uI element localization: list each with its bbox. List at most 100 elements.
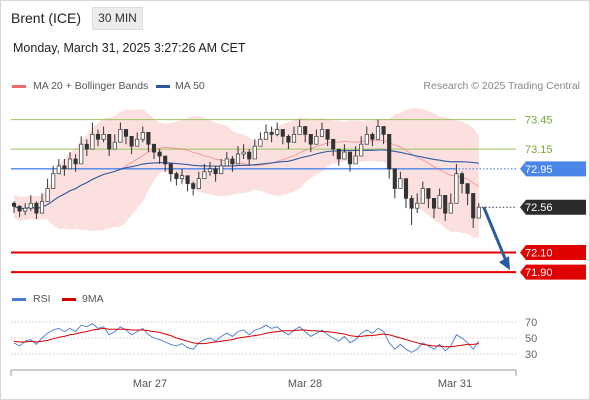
candle-body bbox=[286, 135, 291, 143]
candle-body bbox=[459, 173, 465, 184]
candle-body bbox=[241, 151, 246, 155]
rsi-legend-label: RSI bbox=[33, 293, 51, 305]
candle-body bbox=[364, 134, 369, 145]
candle-body bbox=[163, 155, 168, 165]
candles-group bbox=[11, 119, 481, 228]
bb-legend-swatch bbox=[12, 85, 26, 88]
candle-body bbox=[73, 158, 78, 165]
candle-body bbox=[123, 129, 129, 137]
candle-body bbox=[28, 202, 33, 209]
candle-body bbox=[185, 175, 190, 184]
candle-body bbox=[157, 151, 162, 157]
candle-body bbox=[353, 155, 358, 165]
candle-body bbox=[263, 132, 269, 140]
candle-body bbox=[359, 143, 364, 157]
x-tick-label: Mar 28 bbox=[288, 378, 322, 390]
forecast-arrow-head bbox=[499, 256, 510, 271]
candle-body bbox=[23, 207, 28, 212]
candle-body bbox=[79, 143, 84, 165]
candle-body bbox=[146, 132, 151, 145]
candle-body bbox=[101, 134, 106, 140]
candle-body bbox=[51, 173, 56, 189]
current-label: 72.56 bbox=[525, 202, 553, 214]
rsi-ma-legend-label: 9MA bbox=[82, 293, 104, 305]
candle-body bbox=[370, 134, 375, 140]
candle-body bbox=[84, 143, 89, 150]
candle-body bbox=[135, 138, 140, 147]
candle-body bbox=[415, 202, 420, 209]
candle-body bbox=[196, 178, 201, 189]
candle-body bbox=[465, 183, 470, 194]
candle-body bbox=[325, 129, 330, 140]
forecast-arrow-shaft bbox=[482, 206, 509, 264]
candle-body bbox=[381, 126, 386, 135]
candle-body bbox=[17, 205, 22, 212]
candle-body bbox=[398, 178, 403, 189]
candle-body bbox=[112, 141, 117, 150]
candle-body bbox=[426, 188, 431, 199]
candle-body bbox=[62, 165, 67, 170]
candle-body bbox=[437, 195, 442, 209]
candle-body bbox=[258, 138, 263, 147]
candle-body bbox=[90, 134, 95, 150]
candle-body bbox=[230, 158, 235, 165]
ma50-legend-swatch bbox=[156, 85, 170, 88]
ma50-legend-label: MA 50 bbox=[175, 80, 205, 92]
timeframe-button[interactable]: 30 MIN bbox=[92, 7, 143, 30]
x-tick-label: Mar 27 bbox=[133, 378, 167, 390]
candle-body bbox=[191, 183, 196, 189]
candle-body bbox=[409, 197, 414, 209]
candle-body bbox=[471, 193, 476, 219]
candle-body bbox=[387, 134, 392, 170]
candle-body bbox=[303, 126, 308, 135]
current-badge bbox=[520, 199, 586, 215]
rsi-tick-50: 50 bbox=[525, 333, 537, 345]
candle-body bbox=[202, 171, 207, 180]
rsi-line bbox=[13, 323, 480, 353]
rsi-ma-legend-swatch bbox=[62, 298, 76, 301]
rsi-legend-swatch bbox=[12, 298, 26, 301]
candle-body bbox=[34, 202, 39, 214]
candle-body bbox=[95, 134, 101, 140]
resistance-2-label: 73.45 bbox=[525, 115, 553, 127]
candle-body bbox=[45, 188, 50, 202]
candle-body bbox=[11, 202, 17, 207]
candle-body bbox=[235, 153, 241, 165]
x-tick-label: Mar 31 bbox=[438, 378, 472, 390]
candle-body bbox=[252, 145, 257, 160]
candle-body bbox=[213, 168, 218, 175]
candle-body bbox=[151, 143, 157, 153]
candle-body bbox=[448, 202, 453, 214]
candle-body bbox=[174, 173, 179, 180]
support-2-label: 71.90 bbox=[525, 267, 553, 279]
candle-body bbox=[118, 129, 123, 143]
resistance-1-label: 73.15 bbox=[525, 144, 553, 156]
support-2-badge bbox=[520, 264, 586, 280]
pivot-label: 72.95 bbox=[525, 164, 553, 176]
candle-body bbox=[275, 129, 280, 135]
candle-body bbox=[39, 200, 45, 214]
candle-body bbox=[336, 148, 341, 160]
candle-body bbox=[67, 158, 73, 170]
candle-body bbox=[375, 126, 381, 140]
candle-body bbox=[454, 173, 459, 204]
candle-body bbox=[347, 151, 353, 165]
candle-body bbox=[179, 175, 185, 180]
candle-body bbox=[291, 134, 297, 143]
top-bar: Brent (ICE) 30 MIN bbox=[0, 0, 590, 36]
candle-body bbox=[129, 135, 134, 147]
candle-body bbox=[269, 132, 274, 135]
candle-body bbox=[168, 163, 173, 175]
candle-body bbox=[392, 168, 397, 189]
rsi-ma-line bbox=[13, 327, 479, 348]
candle-body bbox=[56, 165, 61, 175]
candle-body bbox=[443, 195, 448, 214]
timestamp: Monday, March 31, 2025 3:27:26 AM CET bbox=[13, 41, 246, 55]
instrument-title: Brent (ICE) bbox=[11, 10, 82, 26]
bb-legend-label: MA 20 + Bollinger Bands bbox=[33, 80, 149, 92]
candle-body bbox=[403, 178, 409, 199]
candle-body bbox=[314, 135, 319, 145]
pivot-badge bbox=[520, 161, 586, 177]
candle-body bbox=[297, 126, 302, 135]
